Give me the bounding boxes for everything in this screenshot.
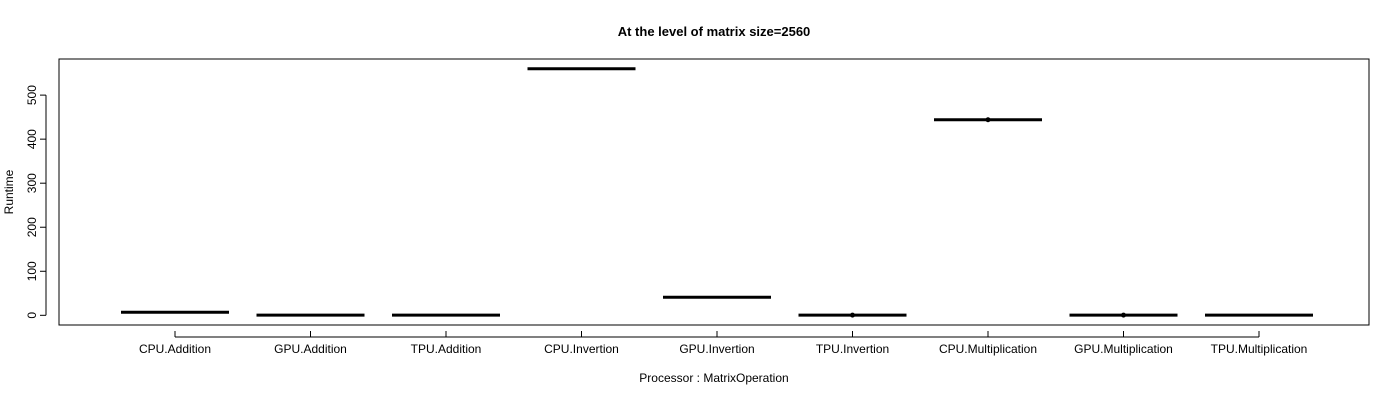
x-axis: CPU.Addition GPU.Addition TPU.Addition CPU.…: [139, 331, 1307, 356]
y-tick-label: 100: [25, 261, 39, 281]
y-tick-label: 0: [25, 312, 39, 319]
y-tick-label: 200: [25, 217, 39, 237]
y-axis-label: Runtime: [2, 169, 16, 214]
outlier-point: [1121, 312, 1126, 318]
x-tick-label: GPU.Addition: [274, 342, 347, 356]
y-tick-label: 400: [25, 129, 39, 149]
x-tick-label: CPU.Invertion: [544, 342, 619, 356]
outlier-point: [850, 312, 855, 318]
x-tick-label: TPU.Multiplication: [1211, 342, 1308, 356]
chart-title: At the level of matrix size=2560: [618, 24, 811, 39]
x-tick-label: CPU.Addition: [139, 342, 211, 356]
y-tick-label: 500: [25, 85, 39, 105]
x-tick-label: CPU.Multiplication: [939, 342, 1037, 356]
outlier-point: [985, 117, 991, 123]
x-axis-label: Processor : MatrixOperation: [639, 371, 788, 385]
x-tick-label: TPU.Addition: [411, 342, 482, 356]
x-tick-label: GPU.Multiplication: [1074, 342, 1173, 356]
plot-frame: [58, 58, 1370, 326]
y-axis: 0 100 200 300 400 500: [25, 85, 47, 319]
box-series: [121, 67, 1313, 318]
x-tick-label: TPU.Invertion: [816, 342, 889, 356]
x-tick-label: GPU.Invertion: [679, 342, 754, 356]
y-tick-label: 300: [25, 173, 39, 193]
